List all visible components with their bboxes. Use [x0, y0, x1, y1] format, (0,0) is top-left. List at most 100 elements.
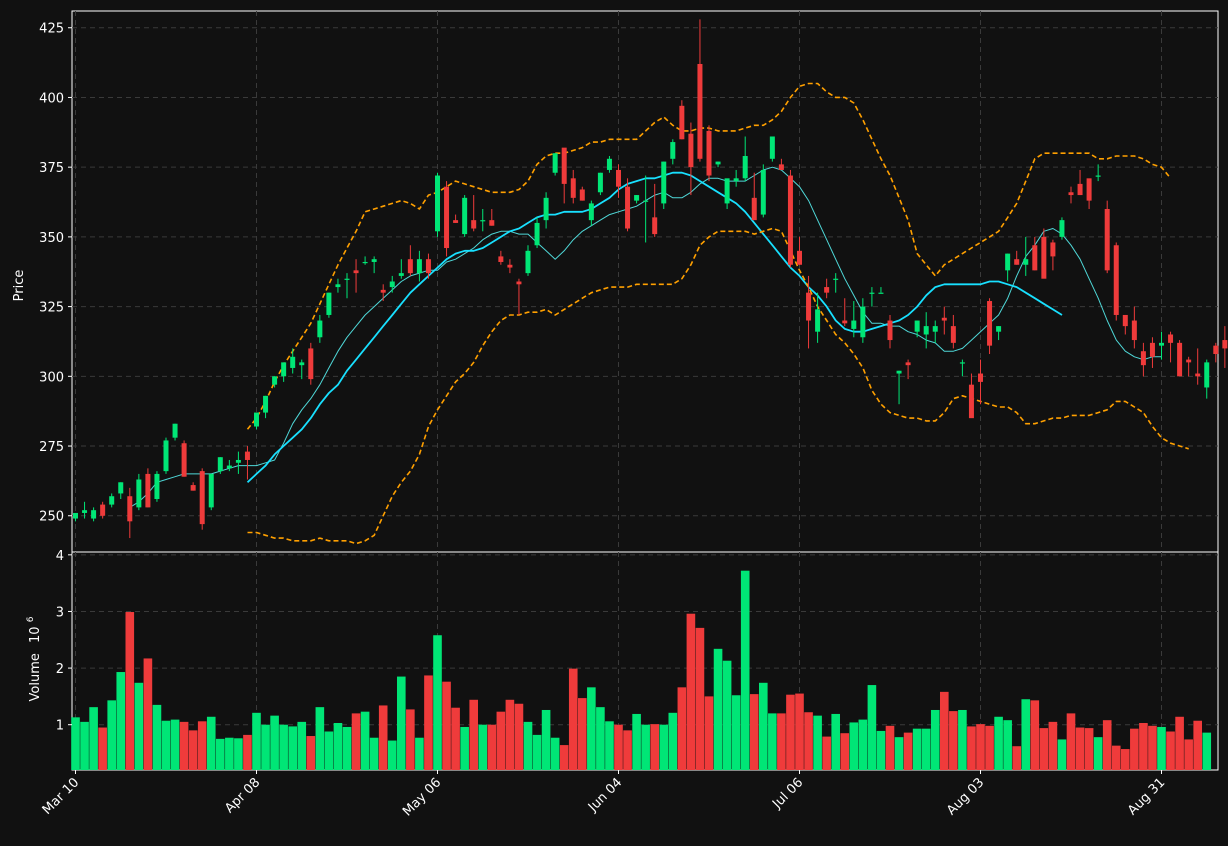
- candle-body: [878, 292, 884, 294]
- volume-bar: [1012, 746, 1021, 770]
- candle-body: [1104, 208, 1110, 271]
- volume-bar: [994, 716, 1003, 770]
- candle-body: [1014, 259, 1020, 265]
- candle-body: [941, 317, 947, 321]
- volume-bar: [949, 711, 958, 770]
- candle-body: [797, 250, 802, 265]
- volume-bar: [279, 724, 288, 770]
- candle-body: [860, 306, 866, 338]
- candle-body: [1186, 359, 1192, 363]
- candle-body: [987, 301, 993, 346]
- volume-bar: [469, 699, 478, 770]
- candle-body: [914, 320, 920, 332]
- candle-body: [1131, 320, 1137, 341]
- volume-bar: [523, 721, 533, 770]
- volume-bar: [424, 675, 433, 770]
- volume-bar: [587, 687, 596, 770]
- candle-body: [670, 142, 676, 159]
- candle-body: [335, 284, 341, 288]
- x-tick-label: Apr 08: [222, 775, 263, 816]
- volume-bar: [442, 681, 451, 770]
- candle-body: [444, 186, 450, 249]
- candle-body: [652, 217, 658, 235]
- volume-bar: [360, 711, 370, 770]
- volume-bar: [1093, 737, 1103, 770]
- volume-bar: [197, 721, 207, 770]
- price-axis-label: Price: [12, 270, 27, 302]
- candle-body: [290, 356, 296, 368]
- candle-body: [244, 451, 250, 460]
- candle-body: [616, 169, 621, 187]
- price-tick-label: 375: [39, 161, 64, 176]
- volume-bar: [125, 612, 135, 770]
- volume-bars: [71, 570, 1212, 770]
- volume-bar: [1193, 720, 1202, 770]
- volume-bar: [749, 694, 759, 770]
- candle-body: [851, 320, 857, 329]
- volume-bar: [921, 728, 931, 770]
- volume-bar: [1066, 713, 1076, 770]
- candle-body: [887, 320, 893, 341]
- volume-bar: [1039, 728, 1049, 770]
- volume-bar: [143, 658, 153, 770]
- candle-body: [842, 320, 848, 324]
- x-tick-label: Jun 04: [585, 775, 625, 815]
- candle-body: [1032, 245, 1038, 271]
- volume-bar: [315, 707, 325, 770]
- price-grid: [72, 11, 1218, 552]
- candle-body: [1059, 220, 1065, 237]
- volume-bar: [795, 693, 804, 770]
- indicator-line-1: [246, 171, 1063, 483]
- volume-bar: [406, 709, 415, 770]
- volume-bar: [632, 713, 641, 770]
- candle-body: [353, 270, 359, 274]
- volume-bar: [867, 685, 877, 770]
- volume-bar: [478, 724, 488, 770]
- price-tick-label: 275: [39, 440, 64, 455]
- candle-body: [643, 200, 649, 202]
- volume-bar: [768, 713, 777, 770]
- indicator-line-3: [247, 227, 1189, 545]
- volume-bar: [397, 676, 406, 770]
- price-tick-label: 325: [39, 301, 64, 316]
- volume-bar: [252, 712, 261, 770]
- volume-bar: [1184, 739, 1193, 770]
- volume-bar: [297, 721, 307, 770]
- price-tick-label: 400: [39, 91, 64, 106]
- volume-bar: [71, 717, 80, 770]
- candle-body: [625, 186, 631, 229]
- volume-bar: [333, 723, 343, 770]
- candle-body: [525, 250, 531, 274]
- volume-bar: [98, 727, 107, 770]
- candle-body: [1077, 183, 1083, 196]
- volume-axis-label-text: Volume: [28, 653, 43, 701]
- candle-body: [824, 287, 830, 293]
- candle-body: [190, 485, 196, 491]
- candle-body: [371, 259, 377, 262]
- candle-body: [1113, 245, 1119, 315]
- price-tick-label: 425: [39, 22, 64, 37]
- volume-bar: [813, 715, 822, 770]
- volume-bar: [596, 707, 605, 770]
- price-panel-frame: [71, 10, 1219, 553]
- volume-bar: [831, 713, 840, 770]
- volume-bar: [505, 699, 515, 770]
- volume-tick-label: 1: [56, 719, 64, 734]
- volume-bar: [342, 726, 352, 770]
- volume-bar: [695, 627, 705, 770]
- volume-bar: [378, 705, 388, 770]
- candle-body: [235, 459, 241, 463]
- volume-bar: [722, 660, 732, 770]
- x-tick-label: May 06: [400, 775, 444, 819]
- volume-bar: [641, 724, 650, 770]
- volume-bar: [885, 725, 895, 770]
- volume-y-ticks: 1 2 3 4: [56, 549, 72, 734]
- volume-bar: [976, 724, 985, 770]
- candle-body: [516, 281, 522, 285]
- candle-body: [91, 510, 97, 519]
- x-tick-label: Aug 03: [944, 775, 987, 818]
- candle-body: [82, 510, 88, 513]
- candle-body: [579, 189, 585, 201]
- candle-body: [181, 443, 187, 477]
- candle-body: [968, 384, 974, 419]
